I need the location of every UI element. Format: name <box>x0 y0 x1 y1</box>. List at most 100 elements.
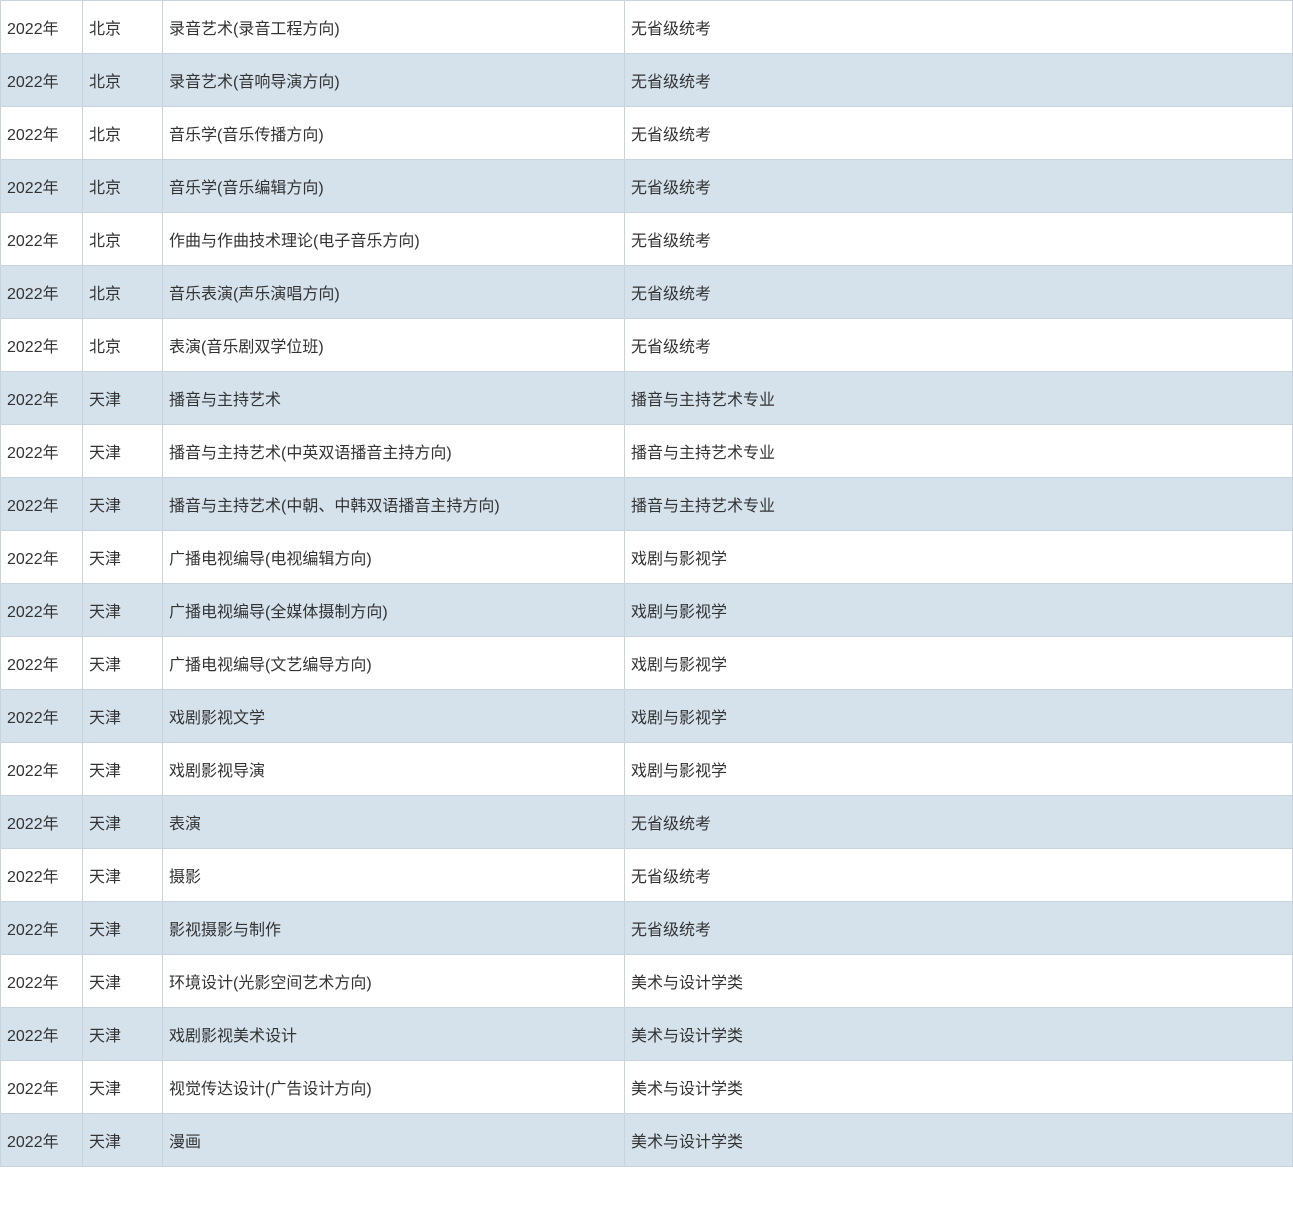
cell-exam: 无省级统考 <box>625 1 1293 54</box>
table-row: 2022年天津漫画美术与设计学类 <box>1 1114 1293 1167</box>
cell-exam: 无省级统考 <box>625 796 1293 849</box>
cell-region: 天津 <box>83 849 163 902</box>
cell-major: 视觉传达设计(广告设计方向) <box>163 1061 625 1114</box>
cell-region: 天津 <box>83 955 163 1008</box>
cell-region: 天津 <box>83 1061 163 1114</box>
cell-region: 天津 <box>83 584 163 637</box>
cell-major: 戏剧影视文学 <box>163 690 625 743</box>
cell-year: 2022年 <box>1 637 83 690</box>
cell-region: 北京 <box>83 160 163 213</box>
cell-major: 广播电视编导(电视编辑方向) <box>163 531 625 584</box>
cell-exam: 戏剧与影视学 <box>625 584 1293 637</box>
cell-region: 天津 <box>83 902 163 955</box>
cell-exam: 无省级统考 <box>625 849 1293 902</box>
cell-year: 2022年 <box>1 955 83 1008</box>
cell-year: 2022年 <box>1 849 83 902</box>
table-row: 2022年天津戏剧影视文学戏剧与影视学 <box>1 690 1293 743</box>
cell-major: 播音与主持艺术 <box>163 372 625 425</box>
cell-major: 戏剧影视美术设计 <box>163 1008 625 1061</box>
cell-major: 广播电视编导(文艺编导方向) <box>163 637 625 690</box>
cell-year: 2022年 <box>1 1061 83 1114</box>
cell-major: 广播电视编导(全媒体摄制方向) <box>163 584 625 637</box>
table-row: 2022年天津广播电视编导(电视编辑方向)戏剧与影视学 <box>1 531 1293 584</box>
cell-year: 2022年 <box>1 107 83 160</box>
cell-major: 音乐学(音乐传播方向) <box>163 107 625 160</box>
table-row: 2022年北京作曲与作曲技术理论(电子音乐方向)无省级统考 <box>1 213 1293 266</box>
cell-exam: 播音与主持艺术专业 <box>625 425 1293 478</box>
cell-major: 音乐学(音乐编辑方向) <box>163 160 625 213</box>
cell-region: 天津 <box>83 637 163 690</box>
cell-region: 天津 <box>83 1114 163 1167</box>
cell-year: 2022年 <box>1 902 83 955</box>
cell-major: 播音与主持艺术(中朝、中韩双语播音主持方向) <box>163 478 625 531</box>
cell-major: 环境设计(光影空间艺术方向) <box>163 955 625 1008</box>
table-row: 2022年天津视觉传达设计(广告设计方向)美术与设计学类 <box>1 1061 1293 1114</box>
table-row: 2022年北京音乐表演(声乐演唱方向)无省级统考 <box>1 266 1293 319</box>
cell-year: 2022年 <box>1 690 83 743</box>
table-row: 2022年北京录音艺术(音响导演方向)无省级统考 <box>1 54 1293 107</box>
cell-year: 2022年 <box>1 743 83 796</box>
table-row: 2022年北京音乐学(音乐编辑方向)无省级统考 <box>1 160 1293 213</box>
cell-year: 2022年 <box>1 531 83 584</box>
table-row: 2022年北京录音艺术(录音工程方向)无省级统考 <box>1 1 1293 54</box>
cell-major: 表演 <box>163 796 625 849</box>
cell-region: 天津 <box>83 372 163 425</box>
cell-exam: 无省级统考 <box>625 319 1293 372</box>
cell-region: 北京 <box>83 319 163 372</box>
cell-exam: 美术与设计学类 <box>625 1061 1293 1114</box>
cell-year: 2022年 <box>1 1008 83 1061</box>
cell-year: 2022年 <box>1 319 83 372</box>
cell-major: 作曲与作曲技术理论(电子音乐方向) <box>163 213 625 266</box>
cell-major: 表演(音乐剧双学位班) <box>163 319 625 372</box>
table-row: 2022年北京表演(音乐剧双学位班)无省级统考 <box>1 319 1293 372</box>
cell-exam: 美术与设计学类 <box>625 1114 1293 1167</box>
table-row: 2022年天津播音与主持艺术(中英双语播音主持方向)播音与主持艺术专业 <box>1 425 1293 478</box>
cell-region: 天津 <box>83 796 163 849</box>
table-row: 2022年天津播音与主持艺术播音与主持艺术专业 <box>1 372 1293 425</box>
table-row: 2022年天津戏剧影视美术设计美术与设计学类 <box>1 1008 1293 1061</box>
cell-year: 2022年 <box>1 1 83 54</box>
cell-year: 2022年 <box>1 160 83 213</box>
cell-exam: 无省级统考 <box>625 213 1293 266</box>
cell-major: 摄影 <box>163 849 625 902</box>
cell-year: 2022年 <box>1 425 83 478</box>
cell-region: 天津 <box>83 478 163 531</box>
cell-exam: 播音与主持艺术专业 <box>625 372 1293 425</box>
cell-major: 播音与主持艺术(中英双语播音主持方向) <box>163 425 625 478</box>
cell-region: 北京 <box>83 213 163 266</box>
cell-major: 录音艺术(音响导演方向) <box>163 54 625 107</box>
cell-major: 录音艺术(录音工程方向) <box>163 1 625 54</box>
cell-year: 2022年 <box>1 266 83 319</box>
table-row: 2022年天津广播电视编导(全媒体摄制方向)戏剧与影视学 <box>1 584 1293 637</box>
cell-exam: 美术与设计学类 <box>625 1008 1293 1061</box>
cell-exam: 播音与主持艺术专业 <box>625 478 1293 531</box>
table-row: 2022年天津影视摄影与制作无省级统考 <box>1 902 1293 955</box>
cell-exam: 无省级统考 <box>625 902 1293 955</box>
cell-major: 漫画 <box>163 1114 625 1167</box>
cell-region: 北京 <box>83 107 163 160</box>
cell-region: 天津 <box>83 531 163 584</box>
cell-major: 影视摄影与制作 <box>163 902 625 955</box>
cell-region: 北京 <box>83 1 163 54</box>
cell-exam: 戏剧与影视学 <box>625 690 1293 743</box>
cell-region: 天津 <box>83 690 163 743</box>
cell-region: 北京 <box>83 54 163 107</box>
cell-exam: 美术与设计学类 <box>625 955 1293 1008</box>
cell-exam: 无省级统考 <box>625 54 1293 107</box>
table-row: 2022年天津摄影无省级统考 <box>1 849 1293 902</box>
cell-year: 2022年 <box>1 796 83 849</box>
cell-major: 戏剧影视导演 <box>163 743 625 796</box>
cell-exam: 无省级统考 <box>625 160 1293 213</box>
cell-region: 天津 <box>83 425 163 478</box>
table-row: 2022年天津广播电视编导(文艺编导方向)戏剧与影视学 <box>1 637 1293 690</box>
table-row: 2022年天津环境设计(光影空间艺术方向)美术与设计学类 <box>1 955 1293 1008</box>
cell-exam: 戏剧与影视学 <box>625 637 1293 690</box>
table-row: 2022年北京音乐学(音乐传播方向)无省级统考 <box>1 107 1293 160</box>
cell-exam: 戏剧与影视学 <box>625 743 1293 796</box>
cell-year: 2022年 <box>1 372 83 425</box>
cell-year: 2022年 <box>1 1114 83 1167</box>
table-row: 2022年天津播音与主持艺术(中朝、中韩双语播音主持方向)播音与主持艺术专业 <box>1 478 1293 531</box>
cell-region: 北京 <box>83 266 163 319</box>
cell-year: 2022年 <box>1 213 83 266</box>
cell-region: 天津 <box>83 743 163 796</box>
